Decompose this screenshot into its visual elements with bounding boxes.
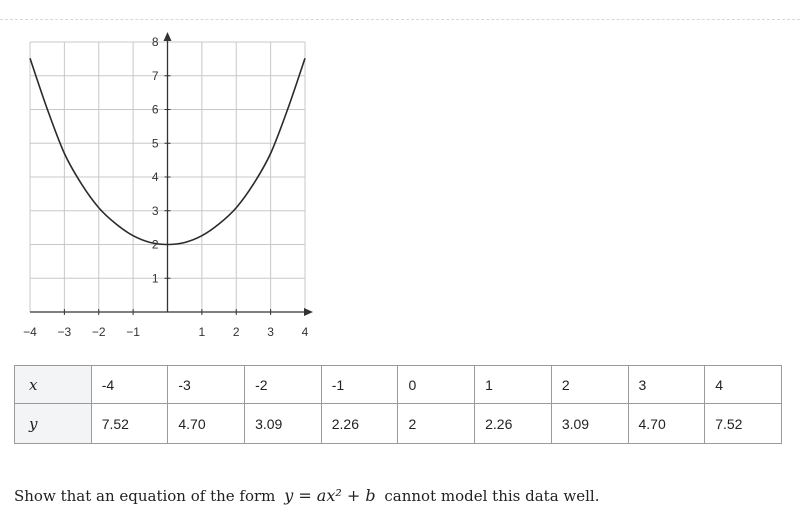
table-cell: 7.52 <box>90 403 169 444</box>
row-label-x: x <box>14 365 92 404</box>
x-tick-label: 3 <box>267 325 274 339</box>
question-text-before: Show that an equation of the form <box>14 487 276 505</box>
table-cell: 3 <box>627 365 706 404</box>
question-text-after: cannot model this data well. <box>384 487 600 505</box>
data-table: x -4 -3 -2 -1 0 1 2 3 4 y 7.52 4.70 3.09… <box>14 365 782 444</box>
table-row-y: y 7.52 4.70 3.09 2.26 2 2.26 3.09 4.70 7… <box>14 403 782 444</box>
y-tick-label: 8 <box>152 35 159 49</box>
row-label-y: y <box>14 403 92 444</box>
table-cell: 0 <box>397 365 476 404</box>
y-axis-arrow <box>163 32 172 41</box>
y-tick-label: 1 <box>152 271 159 285</box>
table-cell: 3.09 <box>244 403 322 444</box>
table-cell: 3.09 <box>550 403 629 444</box>
x-tick-label: −4 <box>23 325 37 339</box>
x-tick-label: −1 <box>126 325 140 339</box>
table-cell: 2.26 <box>320 403 399 444</box>
y-tick-label: 4 <box>152 170 159 184</box>
table-cell: -3 <box>167 365 246 404</box>
equation: y = ax² + b <box>284 486 376 505</box>
y-tick-label: 6 <box>152 103 159 117</box>
table-cell: 2 <box>550 365 629 404</box>
top-divider <box>0 19 800 20</box>
y-tick-label: 3 <box>152 204 159 218</box>
table-cell: 2.26 <box>474 403 552 444</box>
table-cell: 4.70 <box>627 403 706 444</box>
x-tick-label: 2 <box>233 325 240 339</box>
table-cell: -1 <box>320 365 399 404</box>
parabola-graph: −4 −3 −2 −1 1 2 3 4 1 2 3 4 5 6 7 8 <box>23 32 313 339</box>
table-cell: 4.70 <box>167 403 246 444</box>
y-tick-label: 2 <box>152 238 159 252</box>
y-tick-label: 7 <box>152 69 159 83</box>
x-tick-label: −3 <box>58 325 72 339</box>
question-text: Show that an equation of the form y = ax… <box>14 486 784 505</box>
table-cell: 1 <box>474 365 552 404</box>
x-tick-label: 4 <box>302 325 309 339</box>
y-tick-label: 5 <box>152 136 159 150</box>
parabola-curve <box>29 57 306 246</box>
table-row-x: x -4 -3 -2 -1 0 1 2 3 4 <box>14 365 782 404</box>
table-cell: 4 <box>704 365 782 404</box>
x-tick-label: −2 <box>92 325 106 339</box>
x-axis-arrow <box>304 308 313 316</box>
table-cell: -4 <box>90 365 169 404</box>
x-tick-label: 1 <box>199 325 206 339</box>
table-cell: 2 <box>397 403 476 444</box>
table-cell: -2 <box>244 365 322 404</box>
table-cell: 7.52 <box>704 403 782 444</box>
